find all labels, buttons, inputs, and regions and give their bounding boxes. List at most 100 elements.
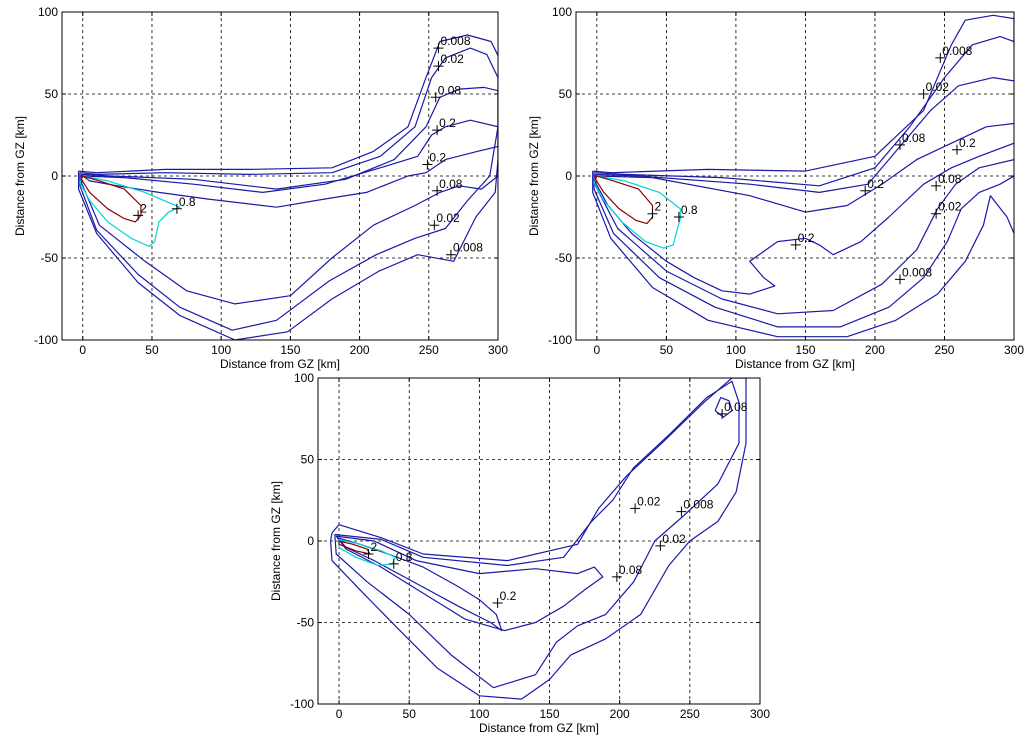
contour-marker	[935, 52, 946, 63]
y-tick-label: 0	[307, 534, 314, 548]
x-tick-label: 150	[540, 707, 560, 721]
contour-label: 0.2	[798, 231, 815, 245]
contour-marker	[422, 159, 433, 170]
contour-marker	[433, 61, 444, 72]
contour-label: 0.2	[500, 589, 517, 603]
contour-label: 0.8	[179, 195, 196, 209]
x-axis-label: Distance from GZ [km]	[735, 357, 855, 371]
contour-label: 2	[140, 201, 147, 215]
contour-label: 0.2	[867, 177, 884, 191]
x-tick-label: 250	[419, 343, 439, 357]
y-axis-label: Distance from GZ [km]	[527, 116, 541, 236]
x-tick-label: 150	[795, 343, 815, 357]
contour-0.08	[335, 535, 604, 632]
contour-label: 0.2	[959, 136, 976, 150]
x-tick-label: 0	[79, 343, 86, 357]
contour-marker	[918, 89, 929, 99]
contour-label: 0.08	[902, 131, 926, 145]
contour-0.008	[592, 171, 1014, 338]
contour-0.008	[592, 14, 1014, 174]
contour-lines	[78, 34, 498, 340]
x-tick-label: 200	[610, 707, 630, 721]
contour-marker	[492, 597, 503, 608]
contour-label: 0.008	[440, 34, 470, 48]
y-tick-label: -50	[555, 251, 573, 265]
x-tick-label: 300	[1004, 343, 1024, 357]
x-tick-label: 200	[865, 343, 885, 357]
y-tick-label: 100	[38, 5, 58, 19]
contour-marker	[430, 92, 441, 103]
contour-label: 2	[371, 540, 378, 554]
contour-label: 0.8	[396, 550, 413, 564]
contour-0.02	[334, 380, 740, 689]
contour-marker	[171, 203, 182, 214]
contour-marker	[133, 210, 144, 221]
contour-label: 0.02	[938, 200, 962, 214]
contour-marker	[790, 239, 801, 250]
contour-0.008	[330, 378, 747, 700]
contour-label: 0.02	[637, 494, 661, 508]
contour-0.008	[78, 34, 498, 340]
contour-marker	[630, 503, 641, 514]
y-tick-label: 100	[552, 5, 572, 19]
y-tick-label: -50	[297, 616, 315, 630]
contour-lines	[592, 14, 1014, 338]
contour-panel-bottom: 0.08 0.02 0.008 0.02 0.08 0.2 0.8 2 0 50 100 150 200…	[269, 371, 770, 735]
contour-label: 0.08	[724, 400, 748, 414]
x-tick-label: 100	[211, 343, 231, 357]
contour-label: 0.02	[436, 211, 460, 225]
contour-0.2	[82, 119, 498, 208]
contour-marker	[894, 139, 905, 150]
contour-marker	[363, 549, 374, 560]
contour-label: 0.008	[942, 44, 972, 58]
contour-marker	[931, 180, 942, 191]
contour-label: 0.08	[938, 172, 962, 186]
y-axis-label: Distance from GZ [km]	[13, 116, 27, 236]
contour-label: 0.2	[429, 151, 446, 165]
x-tick-label: 100	[726, 343, 746, 357]
contour-marker	[432, 185, 443, 196]
x-tick-label: 300	[488, 343, 508, 357]
x-tick-label: 300	[750, 707, 770, 721]
x-tick-label: 0	[336, 707, 343, 721]
contour-marker	[388, 558, 399, 569]
y-axis-label: Distance from GZ [km]	[269, 481, 283, 601]
contour-2	[594, 175, 654, 225]
y-tick-label: 100	[294, 371, 314, 385]
x-tick-label: 50	[660, 343, 674, 357]
contour-0.02	[79, 47, 498, 331]
contour-marker	[429, 220, 440, 231]
contour-marker	[676, 506, 687, 517]
contour-0.8	[79, 175, 181, 248]
contour-marker	[647, 208, 658, 219]
y-tick-label: -100	[290, 697, 314, 711]
x-tick-label: 200	[350, 343, 370, 357]
contour-marker	[433, 43, 444, 54]
contour-lines	[330, 378, 747, 700]
contour-marker	[717, 408, 728, 419]
y-tick-label: -50	[41, 251, 59, 265]
contour-marker	[432, 125, 443, 136]
contour-panel-top-left: 0.008 0.02 0.08 0.2 0.2 0.08 0.02 0.008 0.8 2 0 50 1…	[13, 5, 508, 371]
contour-label: 0.08	[619, 563, 643, 577]
contour-2	[80, 175, 142, 223]
contour-marker	[445, 249, 456, 260]
x-axis-label: Distance from GZ [km]	[479, 721, 599, 735]
x-tick-label: 100	[469, 707, 489, 721]
contour-label: 0.02	[926, 80, 950, 94]
y-tick-label: -100	[34, 333, 58, 347]
contour-label: 0.008	[683, 498, 713, 512]
contour-label: 0.08	[438, 83, 462, 97]
contour-0.08	[595, 77, 1014, 193]
contour-marker	[673, 212, 684, 222]
x-tick-label: 250	[680, 707, 700, 721]
contour-0.02	[594, 36, 1014, 187]
y-tick-label: 50	[45, 87, 59, 101]
contour-marker	[611, 571, 622, 582]
contour-marker	[655, 540, 666, 551]
contour-marker	[894, 274, 905, 285]
contour-label: 0.2	[439, 116, 456, 130]
contour-label: 0.008	[453, 241, 483, 255]
